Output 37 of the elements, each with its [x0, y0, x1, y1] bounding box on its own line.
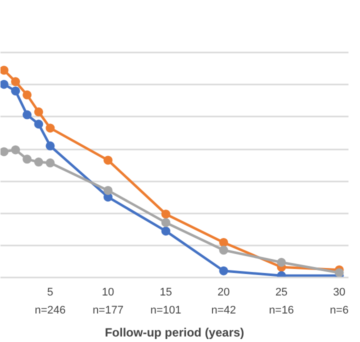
text: n=42 [211, 304, 236, 316]
point [34, 107, 44, 116]
point [276, 258, 286, 267]
point [104, 156, 113, 165]
point [22, 154, 32, 164]
x-tick-label: 10 [102, 286, 114, 298]
point [11, 145, 20, 154]
point [219, 266, 228, 276]
point [22, 90, 32, 100]
point [34, 120, 44, 129]
point [0, 66, 8, 75]
x-axis-title: Follow-up period (years) [104, 326, 244, 340]
point [161, 218, 170, 228]
point [11, 86, 20, 96]
point [11, 77, 20, 86]
point [104, 186, 113, 195]
point [22, 110, 32, 120]
text: n=246 [34, 304, 66, 316]
x-tick-label: 25 [275, 286, 288, 298]
text: n=6 [330, 304, 349, 316]
text: n=16 [269, 304, 294, 316]
x-tick-label: 30 [333, 286, 346, 298]
point [161, 226, 170, 236]
x-tick-label: 20 [218, 286, 230, 298]
point [46, 141, 55, 150]
point [46, 124, 55, 133]
point [0, 147, 8, 156]
point [219, 246, 228, 255]
point [161, 210, 170, 219]
text: n=101 [150, 304, 182, 316]
point [46, 158, 55, 168]
point [34, 158, 44, 167]
point [219, 238, 228, 247]
text: n=177 [92, 304, 124, 316]
point [0, 80, 8, 89]
x-tick-label: 5 [47, 286, 54, 298]
x-tick-label: 15 [160, 286, 172, 298]
